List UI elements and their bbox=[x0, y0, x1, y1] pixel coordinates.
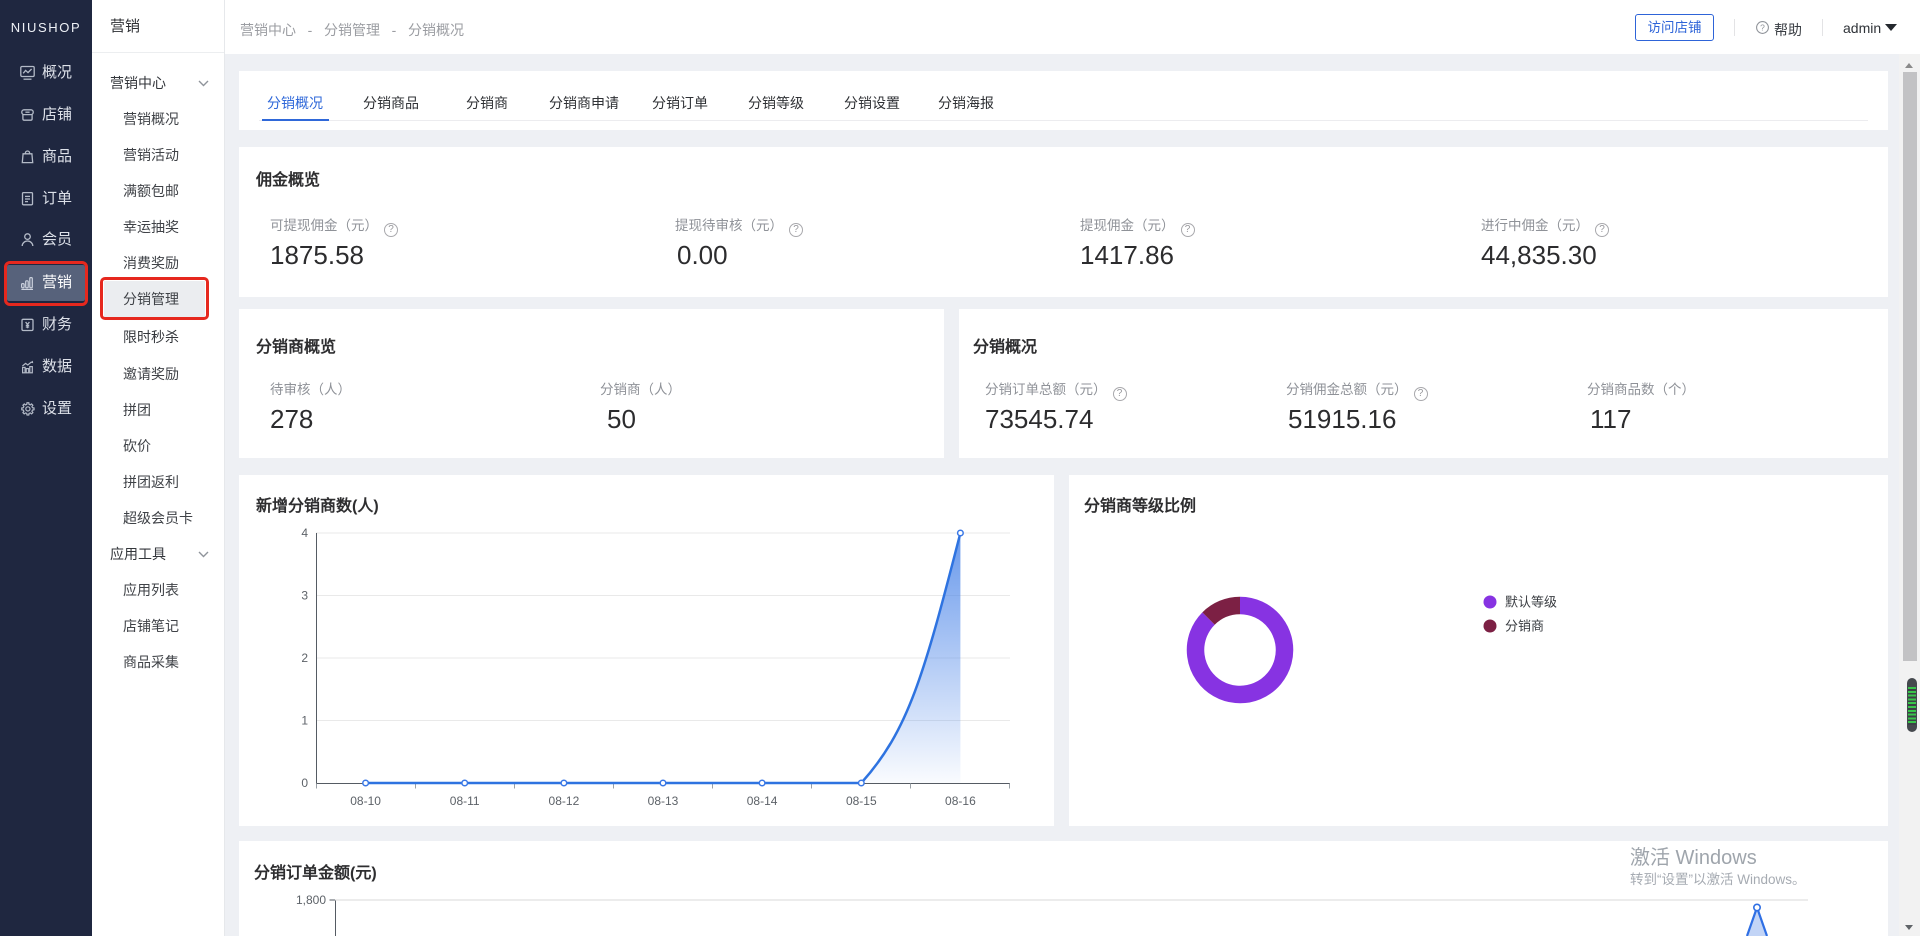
svg-text:2: 2 bbox=[301, 651, 308, 665]
svg-text:默认等级: 默认等级 bbox=[1505, 595, 1557, 610]
svg-text:08-11: 08-11 bbox=[450, 794, 480, 808]
svg-text:分销商: 分销商 bbox=[1505, 619, 1544, 634]
svg-text:08-10: 08-10 bbox=[350, 794, 381, 808]
svg-text:3: 3 bbox=[301, 589, 308, 603]
svg-text:08-13: 08-13 bbox=[648, 794, 679, 808]
svg-text:1,800: 1,800 bbox=[296, 893, 326, 907]
svg-text:0: 0 bbox=[301, 776, 308, 790]
svg-text:?: ? bbox=[1760, 23, 1765, 33]
svg-text:08-15: 08-15 bbox=[846, 794, 877, 808]
svg-text:08-16: 08-16 bbox=[945, 794, 976, 808]
svg-text:4: 4 bbox=[301, 526, 308, 540]
svg-text:08-12: 08-12 bbox=[549, 794, 580, 808]
svg-text:08-14: 08-14 bbox=[747, 794, 778, 808]
svg-text:1: 1 bbox=[301, 714, 308, 728]
